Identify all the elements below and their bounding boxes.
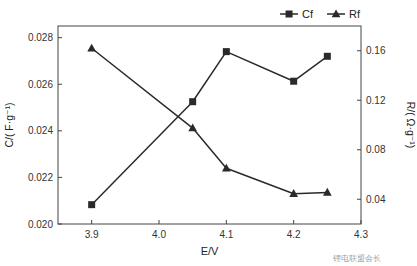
chart: 3.9 4.0 4.1 4.2 4.3 0.020 0.022 0.024 0.026 0.028… bbox=[0, 0, 417, 266]
x-tick bbox=[159, 220, 160, 224]
y-tick-label: 0.026 bbox=[28, 79, 53, 90]
plot-background bbox=[58, 26, 361, 224]
legend-label: Cf bbox=[302, 8, 314, 20]
y2-tick-label: 0.12 bbox=[366, 95, 386, 106]
plot-frame bbox=[58, 26, 361, 224]
x-tick-label: 4.2 bbox=[287, 229, 301, 240]
legend-marker bbox=[286, 11, 293, 18]
y-tick-label: 0.028 bbox=[28, 32, 53, 43]
y-axis: 0.020 0.022 0.024 0.026 0.028 bbox=[28, 32, 62, 229]
y-axis-label: C/( F·g⁻¹) bbox=[3, 102, 15, 147]
point bbox=[88, 201, 95, 208]
x-tick-label: 4.3 bbox=[354, 229, 368, 240]
x-tick-label: 3.9 bbox=[85, 229, 99, 240]
x-tick-label: 4.1 bbox=[219, 229, 233, 240]
y2-tick bbox=[357, 199, 361, 200]
x-tick bbox=[91, 220, 92, 224]
y2-tick-label: 0.16 bbox=[366, 45, 386, 56]
point bbox=[188, 123, 197, 131]
x-tick bbox=[226, 220, 227, 224]
series-line bbox=[92, 52, 328, 205]
point bbox=[222, 164, 231, 172]
annotation: 锂电联盟会长 bbox=[332, 254, 381, 263]
point bbox=[87, 44, 96, 52]
plot-area bbox=[87, 44, 331, 208]
point bbox=[323, 188, 332, 196]
x-axis: 3.9 4.0 4.1 4.2 4.3 bbox=[85, 220, 369, 240]
y-tick-label: 0.020 bbox=[28, 219, 53, 230]
legend-marker bbox=[332, 9, 341, 17]
point bbox=[189, 98, 196, 105]
y2-tick bbox=[357, 149, 361, 150]
y-tick bbox=[58, 130, 62, 131]
y-tick-label: 0.024 bbox=[28, 125, 53, 136]
point bbox=[324, 53, 331, 60]
y2-tick bbox=[357, 50, 361, 51]
point bbox=[289, 189, 298, 197]
y2-tick bbox=[357, 100, 361, 101]
y2-tick-label: 0.08 bbox=[366, 144, 386, 155]
legend: Cf Rf bbox=[280, 8, 361, 20]
x-axis-label: E/V bbox=[201, 245, 219, 257]
y-tick bbox=[58, 177, 62, 178]
point bbox=[223, 48, 230, 55]
series-line bbox=[92, 48, 328, 193]
legend-label: Rf bbox=[349, 8, 361, 20]
point bbox=[290, 78, 297, 85]
y-tick bbox=[58, 84, 62, 85]
y2-axis-label: R/( Ω·g⁻¹) bbox=[405, 102, 417, 149]
y2-tick-label: 0.04 bbox=[366, 194, 386, 205]
x-tick-label: 4.0 bbox=[152, 229, 166, 240]
x-tick bbox=[293, 220, 294, 224]
y-tick bbox=[58, 37, 62, 38]
y-tick-label: 0.022 bbox=[28, 172, 53, 183]
